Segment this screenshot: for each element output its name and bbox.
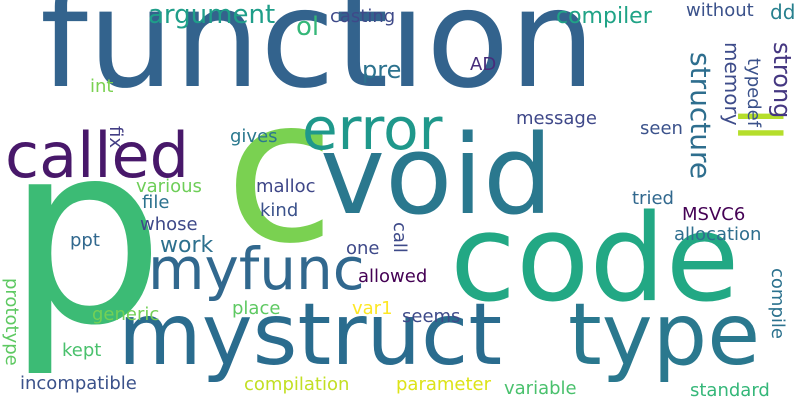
word-message: message (516, 108, 597, 129)
word-structure: structure (684, 52, 717, 180)
word-mystruct: mystruct (118, 285, 503, 385)
word-void: void (320, 111, 553, 239)
word-parameter: parameter (396, 374, 492, 395)
word-ppt: ppt (70, 230, 100, 251)
word-incompatible: incompatible (20, 373, 137, 394)
word-ol: ol (296, 12, 320, 42)
word-p: p (6, 89, 165, 380)
word-various: various (136, 176, 202, 197)
word-call: call (389, 222, 410, 253)
word-MSVC6: MSVC6 (682, 204, 746, 225)
word-AD: AD (470, 54, 497, 75)
word-ll: ll (723, 108, 793, 142)
word-c: c (225, 55, 335, 288)
word-var1: var1 (352, 298, 393, 319)
word-compile: compile (767, 268, 788, 339)
word-prototype: prototype (1, 278, 22, 366)
word-seen: seen (640, 118, 683, 139)
word-memory: memory (720, 42, 744, 126)
word-typedef: typedef (743, 58, 764, 128)
word-strong: strong (768, 42, 796, 119)
word-tried: tried (632, 188, 674, 209)
word-code: code (450, 190, 740, 329)
word-generic: generic (92, 304, 160, 325)
word-allowed: allowed (358, 266, 428, 287)
word-whose: whose (140, 214, 198, 235)
word-allocation: allocation (674, 224, 762, 245)
word-error: error (302, 95, 443, 163)
word-type: type (568, 285, 761, 385)
word-compiler: compiler (556, 4, 652, 29)
word-file: file (142, 192, 170, 213)
word-gives: gives (230, 126, 278, 147)
word-int: int (90, 76, 114, 97)
word-kind: kind (260, 200, 299, 221)
word-kept: kept (62, 340, 102, 361)
word-called: called (5, 119, 190, 192)
word-pre: pre (362, 56, 402, 84)
word-casting: casting (330, 6, 396, 27)
word-without: without (686, 0, 754, 21)
word-dd: dd (770, 0, 796, 24)
word-myfunc: myfunc (148, 235, 365, 303)
word-fix: fix (105, 126, 126, 148)
word-place: place (232, 298, 281, 319)
word-function: function (40, 0, 596, 119)
word-argument: argument (148, 0, 276, 30)
word-standard: standard (690, 380, 770, 400)
word-malloc: malloc (256, 176, 316, 197)
word-seems: seems (402, 306, 461, 327)
word-compilation: compilation (244, 374, 350, 395)
word-one: one (346, 238, 380, 259)
word-variable: variable (504, 378, 577, 399)
word-work: work (160, 233, 214, 258)
